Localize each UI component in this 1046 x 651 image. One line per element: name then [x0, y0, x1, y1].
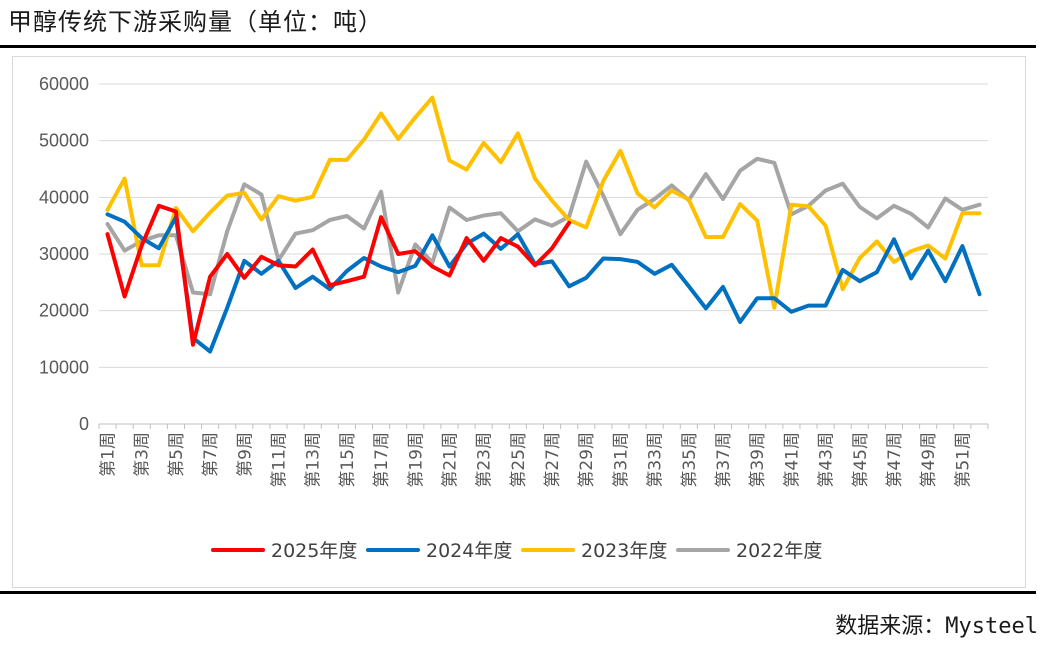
header-divider [0, 45, 1036, 48]
x-tick-label: 第7周 [201, 432, 221, 477]
x-tick-label: 第35周 [680, 432, 700, 488]
x-tick-label: 第41周 [782, 432, 802, 488]
x-tick-label: 第25周 [509, 432, 529, 488]
legend-label: 2025年度 [271, 540, 357, 562]
x-tick-label: 第17周 [372, 432, 392, 488]
series-line [105, 203, 572, 347]
x-tick-label: 第51周 [953, 432, 973, 488]
x-tick-label: 第5周 [167, 432, 187, 477]
x-tick-label: 第39周 [748, 432, 768, 488]
y-tick-label: 10000 [39, 357, 89, 377]
legend-label: 2023年度 [581, 540, 667, 562]
x-tick-label: 第49周 [919, 432, 939, 488]
chart-frame: 0 10000 20000 30000 40000 50000 60000 第1周 第3周 第5周… [12, 56, 1026, 588]
page-title: 甲醇传统下游采购量（单位：吨） [8, 8, 383, 36]
x-tick-label: 第3周 [133, 432, 153, 477]
x-tick-label: 第37周 [714, 432, 734, 488]
x-tick-label: 第1周 [99, 432, 119, 477]
x-tick-label: 第33周 [646, 432, 666, 488]
y-tick-label: 30000 [39, 244, 89, 264]
y-tick-label: 50000 [39, 131, 89, 151]
series-line [105, 95, 982, 310]
x-tick-label: 第27周 [543, 432, 563, 488]
x-tick-label: 第23周 [475, 432, 495, 488]
x-tick-label: 第45周 [851, 432, 871, 488]
series-line [105, 156, 982, 297]
x-tick-label: 第47周 [885, 432, 905, 488]
source-label: 数据来源： [835, 614, 946, 639]
source-note: 数据来源：Mysteel [835, 608, 1038, 640]
x-tick-label: 第9周 [235, 432, 255, 477]
x-tick-label: 第43周 [817, 432, 837, 488]
legend-label: 2024年度 [426, 540, 512, 562]
x-tick-label: 第29周 [577, 432, 597, 488]
x-tick-label: 第15周 [338, 432, 358, 488]
line-chart: 0 10000 20000 30000 40000 50000 60000 第1周 第3周 第5周… [39, 74, 989, 562]
x-tick-label: 第21周 [440, 432, 460, 488]
source-value: Mysteel [945, 614, 1038, 639]
y-tick-label: 60000 [39, 74, 89, 94]
y-tick-label: 20000 [39, 301, 89, 321]
y-tick-label: 40000 [39, 187, 89, 207]
y-tick-label: 0 [79, 414, 89, 434]
x-tick-label: 第13周 [304, 432, 324, 488]
series-line [105, 212, 982, 354]
x-tick-label: 第31周 [611, 432, 631, 488]
x-tick-label: 第11周 [270, 432, 290, 488]
legend-label: 2022年度 [736, 540, 822, 562]
x-tick-label: 第19周 [406, 432, 426, 488]
footer-divider [0, 591, 1036, 594]
